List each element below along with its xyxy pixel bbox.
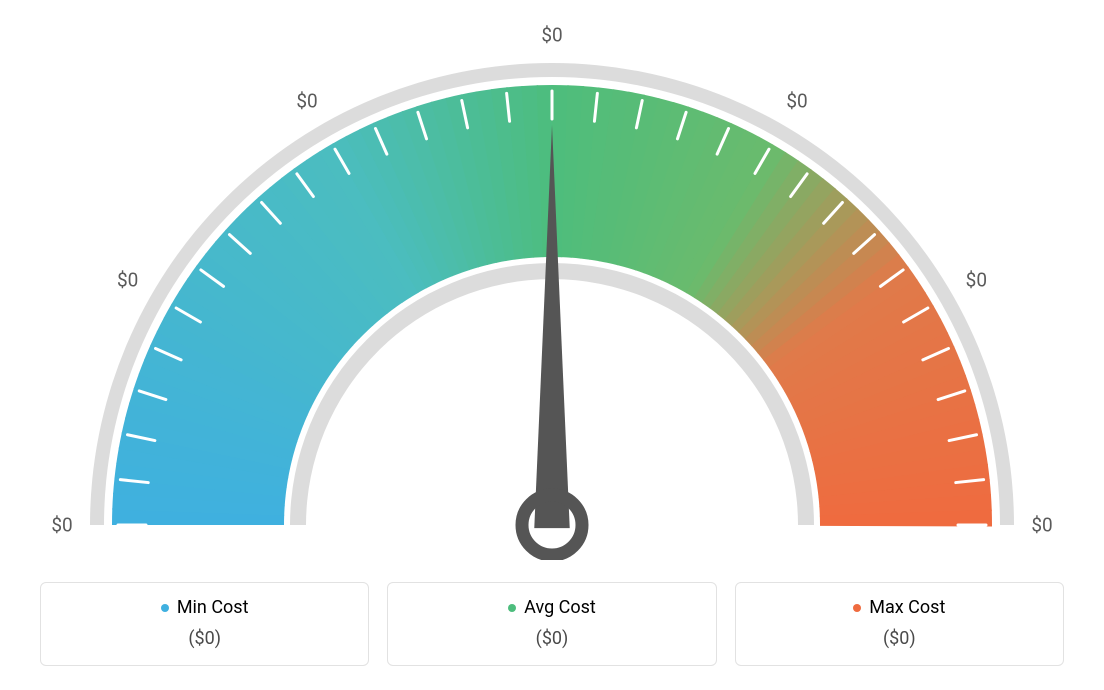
legend-card-avg: Avg Cost ($0): [387, 582, 716, 667]
legend-dot-min: [161, 604, 169, 612]
legend-label-min: Min Cost: [177, 597, 249, 618]
legend-row: Min Cost ($0) Avg Cost ($0) Max Cost ($0…: [40, 582, 1064, 667]
gauge-tick-label: $0: [1031, 514, 1052, 537]
legend-value-avg: ($0): [388, 628, 715, 649]
legend-card-max: Max Cost ($0): [735, 582, 1064, 667]
legend-title-avg: Avg Cost: [508, 597, 596, 618]
gauge-tick-label: $0: [966, 269, 987, 292]
gauge-tick-label: $0: [296, 89, 317, 112]
legend-label-avg: Avg Cost: [524, 597, 596, 618]
gauge-tick-label: $0: [541, 24, 562, 47]
legend-title-max: Max Cost: [853, 597, 945, 618]
gauge-svg: [0, 0, 1104, 560]
legend-label-max: Max Cost: [869, 597, 945, 618]
legend-dot-max: [853, 604, 861, 612]
legend-card-min: Min Cost ($0): [40, 582, 369, 667]
legend-value-max: ($0): [736, 628, 1063, 649]
legend-dot-avg: [508, 604, 516, 612]
legend-title-min: Min Cost: [161, 597, 249, 618]
gauge-tick-label: $0: [786, 89, 807, 112]
gauge-tick-label: $0: [117, 269, 138, 292]
legend-value-min: ($0): [41, 628, 368, 649]
gauge-chart: $0 $0 $0 $0 $0 $0 $0: [0, 0, 1104, 560]
gauge-tick-label: $0: [51, 514, 72, 537]
